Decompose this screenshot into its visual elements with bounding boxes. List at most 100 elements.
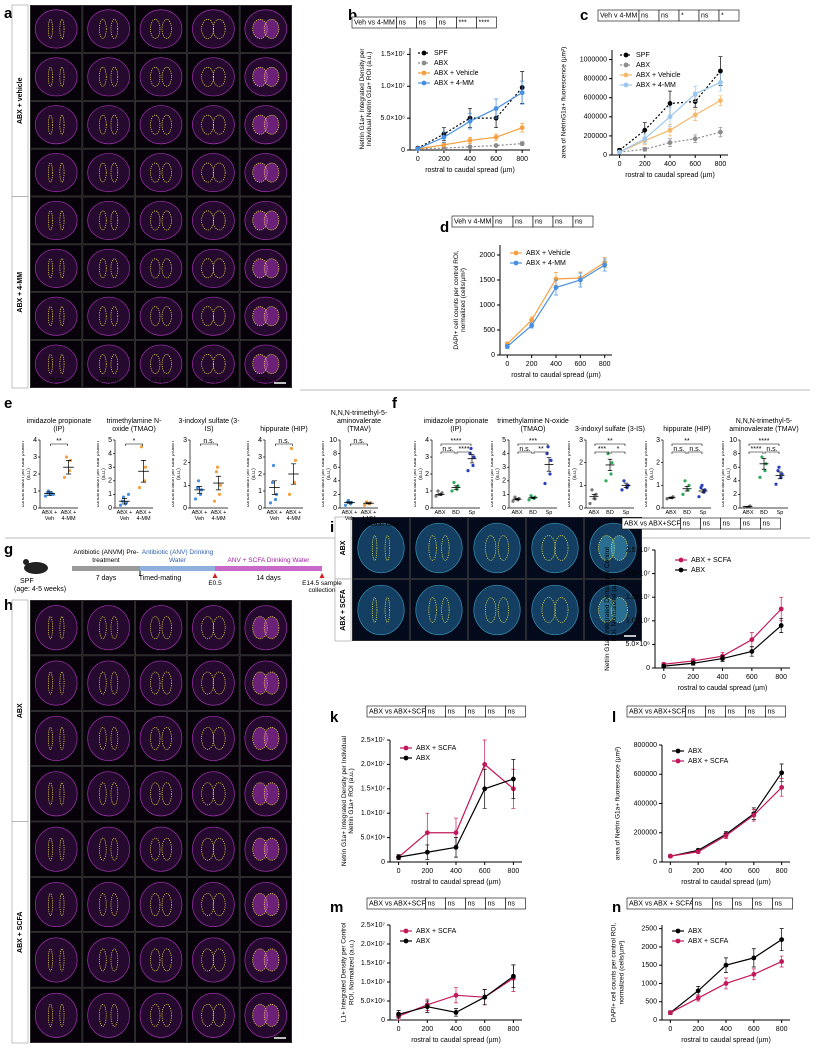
x-tick-label: 200 <box>438 156 450 163</box>
roi-outline <box>371 597 378 623</box>
plot-title-box: N,N,N-trimethyl-5-aminovalerate (TMAV) <box>331 410 387 433</box>
y-tick-label: 5 <box>502 437 506 444</box>
data-point <box>118 503 123 507</box>
roi-outline <box>47 162 53 183</box>
tissue <box>415 522 463 574</box>
roi-outline <box>47 1003 53 1027</box>
tissue <box>34 105 78 145</box>
x-axis-label: rostral to caudal spread (µm) <box>425 167 515 174</box>
mouse-icon <box>24 562 48 574</box>
category-label-box: ABX <box>588 510 599 516</box>
significance: ** <box>607 438 613 445</box>
significance: n.s. <box>442 446 453 453</box>
comparison-value: ns <box>735 900 743 907</box>
series-line <box>669 939 782 1014</box>
comparison-value: ns <box>468 708 476 715</box>
roi-outline <box>201 162 215 183</box>
comparison-value: ns <box>555 218 563 225</box>
data-point <box>549 458 553 462</box>
comparison-value: ns <box>768 708 776 715</box>
y-tick-label: 1.5×10⁷ <box>626 594 651 601</box>
y-tick-label: 1 <box>183 482 187 489</box>
roi-outline <box>59 306 65 327</box>
roi-outline <box>384 597 391 623</box>
roi-outline <box>110 19 119 39</box>
x-tick-label: 0 <box>618 161 622 168</box>
roi-outline <box>554 535 569 561</box>
y-tick-label: 10 <box>729 437 737 444</box>
tissue <box>139 344 183 384</box>
legend-marker <box>623 52 629 58</box>
y-axis-label: concentration per total protein (a.u.) <box>172 440 182 508</box>
column-label: 0µm <box>49 377 63 384</box>
roi-outline <box>47 66 53 87</box>
x-tick-label: 200 <box>526 361 538 368</box>
error-bar <box>121 498 128 505</box>
roi-outline <box>485 597 497 623</box>
data-point <box>215 465 220 469</box>
tissue <box>87 9 130 49</box>
plot-title-box: hippurate (HIP) <box>260 426 307 433</box>
roi-outline <box>150 258 161 279</box>
data-point <box>695 995 701 1001</box>
legend-marker <box>513 260 519 266</box>
tissue <box>34 296 78 336</box>
roi-outline <box>47 948 53 972</box>
roi-outline <box>59 616 65 640</box>
legend-label: SPF <box>636 52 650 59</box>
x-axis-label: rostral to caudal spread (µm) <box>411 879 501 886</box>
data-point <box>758 475 762 479</box>
category-label-box: ABX <box>742 510 753 516</box>
data-point <box>749 649 755 654</box>
y-tick-label: 2 <box>733 491 737 498</box>
roi-outline <box>150 1003 161 1027</box>
legend-marker <box>675 758 681 764</box>
roi-outline <box>212 66 226 87</box>
data-point <box>667 140 673 145</box>
roi-outline <box>201 258 215 279</box>
y-tick-label: 2.5×10⁷ <box>626 547 651 554</box>
error-bar <box>140 460 147 483</box>
data-point <box>43 494 48 498</box>
category-label-box: BD <box>606 510 614 516</box>
legend-label: ABX + 4-MM <box>526 260 566 267</box>
tissue <box>34 200 78 240</box>
roi-outline <box>428 535 437 561</box>
panel-letter: l <box>612 709 616 726</box>
category-label: ABX + 4-MM <box>360 510 377 523</box>
data-point <box>723 981 729 986</box>
data-point <box>763 469 767 473</box>
data-point <box>718 80 723 85</box>
y-tick-label: 4 <box>502 450 506 457</box>
data-point <box>683 479 687 483</box>
data-point <box>749 637 755 643</box>
roi-outline <box>371 535 378 561</box>
roi-outline <box>161 210 172 231</box>
data-point <box>513 495 517 499</box>
roi-outline <box>99 616 107 640</box>
tissue <box>34 992 78 1038</box>
significance: n.s. <box>353 438 364 445</box>
data-point <box>667 1010 673 1016</box>
y-tick-label: 4 <box>425 437 429 444</box>
significance: *** <box>598 446 606 453</box>
y-tick-label: 2.0×10⁷ <box>361 941 386 948</box>
data-point <box>471 463 475 468</box>
y-axis-label-box: concentration per total protein (a.u.) <box>22 441 32 507</box>
comparison-cell <box>505 897 526 910</box>
y-tick-label: 400000 <box>634 800 657 807</box>
legend-marker <box>678 567 684 573</box>
roi-outline <box>150 306 161 327</box>
comparison-cell <box>505 705 526 718</box>
phase-label: ANV + SCFA Drinking Water <box>227 556 310 564</box>
y-tick-label: 2.5×10⁷ <box>361 922 386 929</box>
error-bar <box>546 457 552 472</box>
phase-bar <box>215 566 322 571</box>
data-point <box>467 138 473 143</box>
category-label: Sp <box>622 510 630 516</box>
y-tick-label: 2500 <box>641 925 657 932</box>
roi-outline <box>59 66 65 87</box>
roi-outline <box>161 354 172 374</box>
event-label: Timed-mating <box>139 575 182 582</box>
